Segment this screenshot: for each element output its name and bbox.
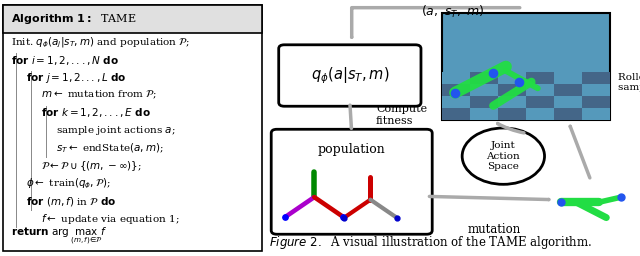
Bar bbox=[470, 84, 498, 96]
FancyBboxPatch shape bbox=[278, 45, 421, 106]
Bar bbox=[442, 108, 470, 120]
FancyArrowPatch shape bbox=[570, 126, 590, 178]
Text: Compute
fitness: Compute fitness bbox=[376, 104, 427, 126]
Bar bbox=[526, 84, 554, 96]
Bar bbox=[554, 108, 582, 120]
Text: $\it{Figure\ 2.}$  A visual illustration of the TAME algorithm.: $\it{Figure\ 2.}$ A visual illustration … bbox=[269, 234, 593, 251]
Text: Init. $q_\phi(a_j|s_T,m)$ and population $\mathcal{P}$;: Init. $q_\phi(a_j|s_T,m)$ and population… bbox=[11, 35, 190, 50]
Text: $\bf{for}$ $(m, f)$ in $\mathcal{P}$ $\bf{do}$: $\bf{for}$ $(m, f)$ in $\mathcal{P}$ $\b… bbox=[26, 195, 116, 208]
Text: $(a,\ s_T,\ m)$: $(a,\ s_T,\ m)$ bbox=[421, 4, 484, 19]
Text: $s_T \leftarrow$ endState$(a, m)$;: $s_T \leftarrow$ endState$(a, m)$; bbox=[56, 141, 164, 155]
Text: population: population bbox=[318, 143, 385, 156]
Bar bbox=[554, 72, 582, 84]
Bar bbox=[526, 96, 554, 108]
Text: $\bf{Algorithm\ 1:}$  TAME: $\bf{Algorithm\ 1:}$ TAME bbox=[11, 12, 136, 26]
Text: $\mathcal{P} \leftarrow \mathcal{P} \cup \{(m, -\infty)\}$;: $\mathcal{P} \leftarrow \mathcal{P} \cup… bbox=[41, 159, 142, 173]
Bar bbox=[582, 96, 610, 108]
Bar bbox=[442, 84, 470, 96]
Text: Joint
Action
Space: Joint Action Space bbox=[486, 141, 520, 171]
Bar bbox=[442, 96, 470, 108]
Text: $\bf{for}$ $i = 1, 2, ..., N$ $\bf{do}$: $\bf{for}$ $i = 1, 2, ..., N$ $\bf{do}$ bbox=[11, 54, 119, 67]
Text: $\bf{for}$ $j = 1, 2..., L$ $\bf{do}$: $\bf{for}$ $j = 1, 2..., L$ $\bf{do}$ bbox=[26, 71, 127, 85]
Bar bbox=[554, 96, 582, 108]
Text: Rollouts with
sampled actions: Rollouts with sampled actions bbox=[618, 73, 640, 92]
Text: $f \leftarrow$ update via equation 1;: $f \leftarrow$ update via equation 1; bbox=[41, 212, 180, 226]
Bar bbox=[470, 96, 498, 108]
FancyArrowPatch shape bbox=[350, 105, 351, 128]
Bar bbox=[498, 84, 526, 96]
FancyBboxPatch shape bbox=[442, 13, 610, 120]
FancyArrowPatch shape bbox=[498, 123, 524, 133]
Bar bbox=[498, 108, 526, 120]
Text: $\phi \leftarrow$ train$(q_\phi, \mathcal{P})$;: $\phi \leftarrow$ train$(q_\phi, \mathca… bbox=[26, 176, 111, 191]
Text: $\bf{for}$ $k = 1, 2, ..., E$ $\bf{do}$: $\bf{for}$ $k = 1, 2, ..., E$ $\bf{do}$ bbox=[41, 106, 151, 120]
Text: $m \leftarrow$ mutation from $\mathcal{P}$;: $m \leftarrow$ mutation from $\mathcal{P… bbox=[41, 89, 157, 101]
Bar bbox=[470, 72, 498, 84]
FancyBboxPatch shape bbox=[271, 129, 432, 234]
FancyArrowPatch shape bbox=[351, 8, 520, 37]
Bar bbox=[498, 96, 526, 108]
Bar bbox=[3, 5, 262, 33]
Bar bbox=[442, 72, 470, 84]
Text: mutation: mutation bbox=[467, 223, 520, 236]
Bar bbox=[582, 84, 610, 96]
Bar bbox=[526, 72, 554, 84]
Text: sample joint actions $a$;: sample joint actions $a$; bbox=[56, 124, 175, 137]
Circle shape bbox=[462, 128, 545, 184]
Bar bbox=[470, 108, 498, 120]
Bar bbox=[526, 108, 554, 120]
Bar bbox=[498, 72, 526, 84]
Bar bbox=[582, 72, 610, 84]
Text: $q_\phi(a|s_T,m)$: $q_\phi(a|s_T,m)$ bbox=[310, 65, 389, 86]
Bar bbox=[554, 84, 582, 96]
FancyArrowPatch shape bbox=[429, 196, 549, 200]
Bar bbox=[582, 108, 610, 120]
Text: $\bf{return}$ $\arg\max_{(m,f)\in\mathcal{P}} f$: $\bf{return}$ $\arg\max_{(m,f)\in\mathca… bbox=[11, 226, 108, 247]
